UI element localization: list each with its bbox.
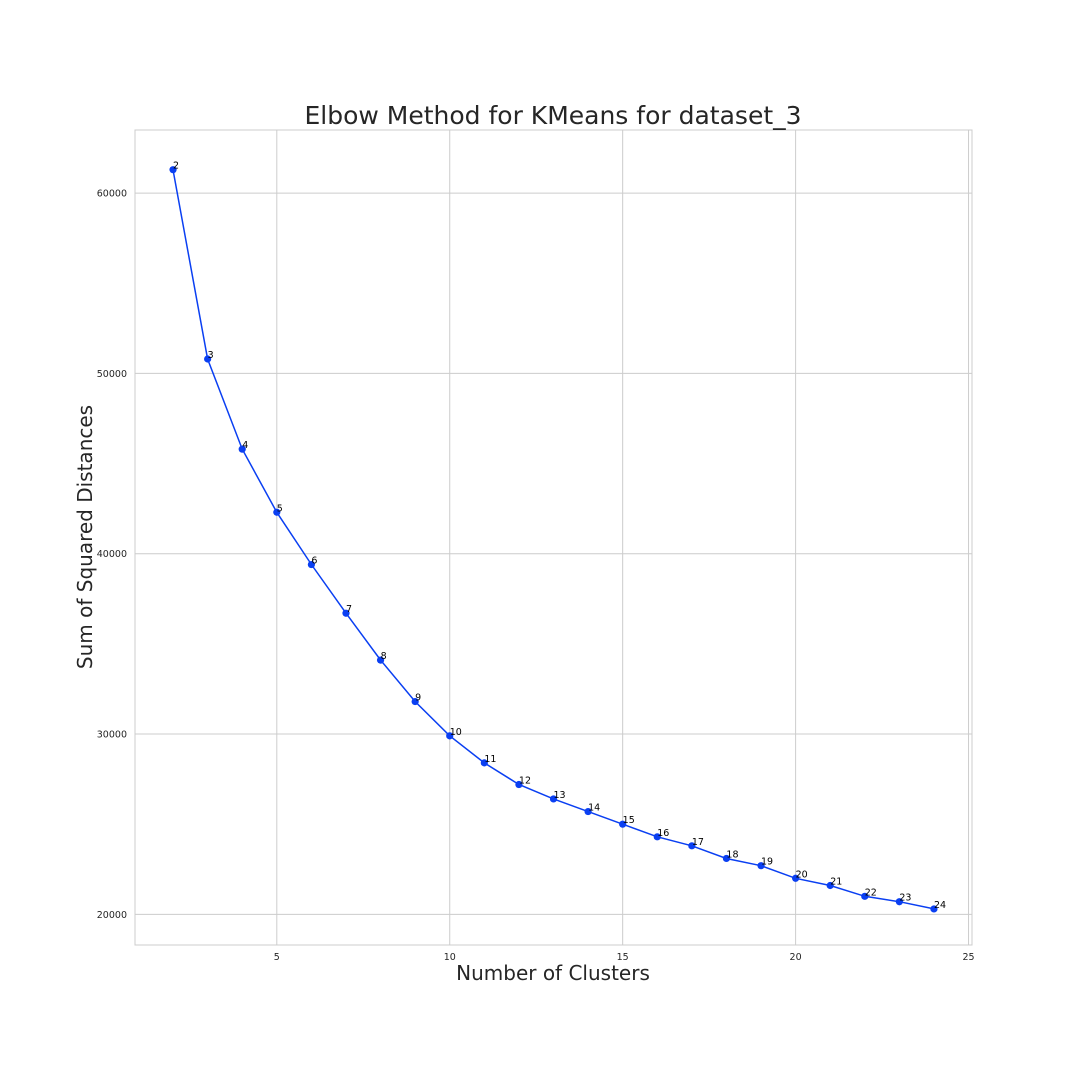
data-point (307, 560, 315, 569)
x-tick-label: 10 (444, 952, 456, 963)
data-point-label: 6 (311, 556, 317, 567)
y-tick-label: 30000 (97, 730, 127, 741)
data-point-label: 12 (519, 776, 531, 787)
data-point (930, 905, 938, 913)
data-point (411, 697, 419, 706)
x-axis-label: Number of Clusters (456, 961, 650, 985)
data-point (549, 795, 558, 803)
data-point (688, 842, 696, 850)
data-point (861, 892, 869, 900)
data-point-label: 16 (657, 828, 669, 839)
axis-ticks: 5 10 15 20 25 20000 30000 40000 50000 60000 (97, 189, 975, 963)
data-point-label: 14 (588, 803, 600, 814)
data-point (792, 874, 800, 882)
data-point (169, 166, 177, 174)
data-point-label: 8 (381, 651, 387, 662)
data-point (619, 820, 627, 828)
y-tick-label: 50000 (97, 369, 127, 380)
y-tick-label: 40000 (97, 549, 127, 560)
data-point (584, 807, 592, 816)
data-point-label: 15 (623, 815, 635, 826)
data-point (757, 862, 765, 870)
data-point-label: 17 (692, 837, 704, 848)
x-tick-label: 20 (790, 952, 802, 963)
data-point (342, 609, 350, 617)
data-point-label: 22 (865, 887, 877, 898)
y-tick-label: 60000 (97, 189, 127, 200)
y-tick-label: 20000 (97, 910, 127, 921)
data-point-label: 7 (346, 604, 352, 615)
plot-area-frame (134, 129, 973, 946)
data-point-label: 5 (277, 503, 283, 514)
data-point (204, 355, 212, 363)
data-point-label: 11 (484, 754, 496, 765)
x-tick-label: 25 (962, 952, 974, 963)
data-point (826, 881, 834, 890)
series-points (169, 166, 938, 913)
grid-lines (135, 130, 972, 945)
x-tick-label: 15 (617, 952, 629, 963)
x-tick-label: 5 (274, 952, 280, 963)
data-point-label: 23 (899, 893, 911, 904)
data-point-label: 21 (830, 876, 842, 887)
data-point (653, 833, 661, 841)
chart-title: Elbow Method for KMeans for dataset_3 (304, 101, 801, 130)
data-point-label: 19 (761, 857, 773, 868)
data-point-label: 9 (415, 693, 421, 704)
data-point-label: 24 (934, 900, 946, 911)
y-axis-label: Sum of Squared Distances (73, 405, 97, 669)
data-point-label: 3 (208, 350, 214, 361)
data-point (722, 854, 731, 863)
data-point-label: 10 (450, 727, 462, 738)
data-point (273, 508, 281, 516)
data-point-label: 13 (554, 790, 566, 801)
data-point (376, 656, 385, 664)
data-point (480, 759, 488, 767)
data-point (446, 732, 454, 740)
data-point-label: 18 (726, 849, 738, 860)
data-point-label: 4 (242, 440, 248, 451)
data-point-label: 20 (796, 869, 808, 880)
data-point (515, 780, 523, 789)
data-point-label: 2 (173, 161, 179, 172)
data-point (895, 898, 903, 906)
data-point (238, 445, 246, 453)
